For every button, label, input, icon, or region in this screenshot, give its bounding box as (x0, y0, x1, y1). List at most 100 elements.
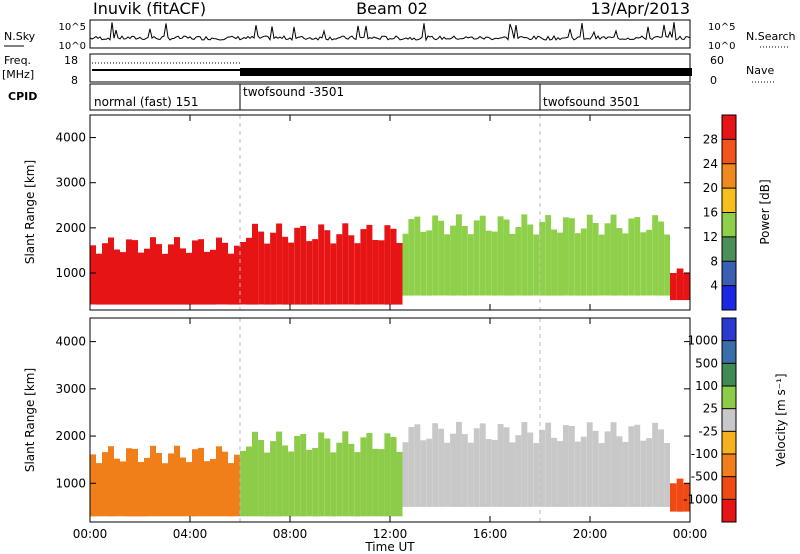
heatmap-cell (479, 423, 486, 507)
heatmap-cell (246, 237, 252, 305)
nsky-trace (89, 22, 691, 42)
heatmap-cell (592, 223, 599, 296)
colorbar-swatch (722, 212, 736, 237)
freq-unit: [MHz] (2, 68, 34, 81)
heatmap-cell (288, 242, 295, 305)
heatmap-cell (294, 436, 301, 517)
heatmap-cell (545, 422, 552, 507)
nsearch-tick-bottom: 10^0 (708, 41, 735, 52)
heatmap-cell (545, 215, 552, 296)
heatmap-cell (438, 428, 445, 507)
station-title: Inuvik (fitACF) (93, 0, 206, 18)
heatmap-cell (186, 462, 192, 517)
heatmap-cell (372, 240, 379, 305)
x-axis-label: Time UT (364, 540, 415, 554)
heatmap-cell (444, 442, 450, 507)
colorbar-frame (721, 317, 737, 523)
heatmap-cell (467, 234, 474, 296)
nsky-tick-top: 10^5 (59, 22, 86, 33)
heatmap-cell (473, 220, 480, 296)
heatmap-cell (676, 478, 684, 512)
heatmap-cell (354, 452, 361, 517)
heatmap-cell (198, 447, 204, 517)
colorbar-tick-label: 20 (703, 181, 718, 195)
heatmap-cell (640, 232, 647, 296)
colorbar-tick-label: 8 (710, 254, 718, 268)
colorbar-tick-label: 100 (695, 379, 718, 393)
heatmap-cell (372, 448, 379, 517)
heatmap-cell (628, 218, 635, 296)
heatmap-cell (676, 268, 684, 301)
heatmap-cell (246, 446, 252, 517)
heatmap-cell (300, 225, 307, 305)
nsearch-tick-top: 10^5 (708, 22, 735, 33)
heatmap-cell (360, 437, 367, 517)
heatmap-cell (670, 483, 677, 512)
heatmap-cell (378, 240, 385, 305)
heatmap-cell (186, 252, 192, 305)
heatmap-cell (426, 230, 433, 296)
heatmap-cell (312, 447, 319, 517)
heatmap-cell (634, 217, 641, 296)
heatmap-cell (120, 252, 126, 305)
freq-trace-normal (92, 69, 240, 71)
heatmap-cell (168, 453, 174, 517)
heatmap-cell (461, 226, 468, 296)
heatmap-cell (426, 438, 433, 507)
velocity-panel: 1000 2000 3000 4000 Slant Range [km] 1000 50… (23, 317, 788, 523)
heatmap-cell (467, 442, 474, 507)
x-tick-label: 20:00 (573, 527, 608, 541)
y-tick-label: 4000 (55, 335, 86, 349)
heatmap-cell (204, 461, 210, 517)
heatmap-cell (580, 228, 587, 296)
heatmap-cell (180, 457, 186, 517)
heatmap-cell (342, 223, 349, 305)
heatmap-cell (378, 449, 385, 517)
velocity-heatmap-cells (90, 421, 690, 517)
heatmap-cell (574, 233, 581, 296)
heatmap-cell (497, 216, 504, 296)
heatmap-cell (557, 232, 563, 296)
heatmap-cell (479, 215, 486, 296)
heatmap-cell (210, 249, 216, 305)
colorbar-tick-label: 500 (695, 356, 718, 370)
heatmap-cell (598, 234, 605, 296)
heatmap-cell (126, 239, 132, 305)
heatmap-cell (456, 214, 462, 296)
colorbar-swatch (722, 115, 736, 140)
heatmap-cell (610, 422, 617, 507)
heatmap-cell (414, 216, 421, 296)
nave-label: Nave (746, 64, 774, 77)
heatmap-cell (503, 219, 510, 296)
x-tick-label: 04:00 (173, 527, 208, 541)
heatmap-cell (276, 431, 283, 517)
heatmap-cell (288, 451, 295, 517)
colorbar-tick-label: 28 (703, 132, 718, 146)
heatmap-cell (384, 225, 391, 305)
heatmap-cell (432, 215, 439, 296)
heatmap-cell (509, 442, 516, 507)
heatmap-cell (450, 225, 456, 296)
y-tick-label: 3000 (55, 382, 86, 396)
heatmap-cell (568, 218, 575, 296)
heatmap-cell (473, 428, 480, 507)
heatmap-cell (300, 434, 307, 517)
heatmap-cell (174, 445, 180, 517)
heatmap-cell (234, 245, 240, 305)
heatmap-cell (414, 424, 421, 507)
heatmap-cell (604, 431, 611, 507)
heatmap-cell (384, 433, 391, 517)
nsearch-label: N.Search (746, 30, 796, 43)
heatmap-cell (461, 434, 468, 507)
heatmap-cell (456, 421, 462, 507)
heatmap-cell (396, 451, 403, 517)
heatmap-cell (222, 242, 228, 305)
nsky-line (89, 22, 691, 42)
heatmap-cell (210, 459, 216, 517)
colorbar-tick-label: -500 (691, 470, 718, 484)
heatmap-cell (150, 237, 156, 305)
heatmap-cell (586, 214, 593, 296)
heatmap-cell (485, 230, 492, 296)
freq-trace-twofsound (240, 68, 692, 76)
